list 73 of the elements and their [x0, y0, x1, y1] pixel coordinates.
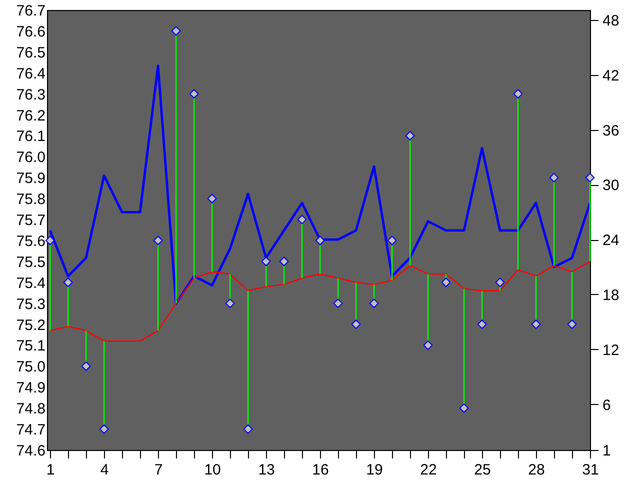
point: [441, 278, 451, 288]
y-tick-label: 75.9: [16, 170, 46, 188]
y-tick-label: 75.5: [16, 254, 46, 271]
point: [549, 172, 559, 182]
line-series: [49, 260, 591, 342]
y2-tick-label: 6: [602, 396, 611, 414]
y-tick-label: 76.7: [16, 2, 46, 20]
point: [243, 424, 253, 434]
y-tick-label: 74.6: [16, 442, 46, 460]
point: [225, 298, 235, 308]
y-tick-label: 76.2: [16, 107, 46, 124]
point: [333, 298, 343, 308]
point: [297, 214, 307, 224]
y-tick-label: 74.7: [16, 422, 46, 439]
y2-tick-label: 30: [602, 177, 620, 194]
y2-tick-label: 36: [602, 122, 620, 140]
point: [279, 256, 289, 266]
point: [261, 256, 271, 266]
y2-tick-label: 48: [602, 12, 620, 30]
y2-tick-label: 42: [602, 67, 620, 84]
point: [171, 26, 181, 36]
x-tick-label: 28: [528, 462, 545, 478]
y2-tick-label: 24: [602, 232, 620, 250]
y-tick-label: 76.5: [16, 44, 46, 62]
point: [513, 89, 523, 98]
point: [387, 236, 397, 246]
point: [315, 236, 325, 246]
point: [405, 131, 415, 140]
point: [423, 340, 433, 350]
point: [189, 89, 199, 98]
y-tick-label: 75.2: [16, 316, 46, 334]
x-tick-label: 7: [154, 462, 163, 478]
x-tick-label: 19: [366, 462, 383, 478]
y-tick-label: 75.1: [16, 338, 46, 355]
x-tick-label: 16: [312, 462, 329, 478]
y-tick-label: 74.9: [16, 380, 46, 397]
point: [207, 194, 217, 204]
y-tick-label: 76.1: [16, 128, 46, 146]
y-tick-label: 76.6: [16, 23, 46, 40]
point: [351, 320, 361, 329]
y-tick-label: 75.8: [16, 191, 46, 208]
y-tick-label: 75.4: [16, 274, 46, 292]
x-tick-label: 1: [46, 462, 55, 478]
y-tick-label: 76.4: [16, 65, 46, 82]
y-tick-label: 75.3: [16, 296, 46, 313]
point: [567, 320, 577, 329]
point: [585, 172, 595, 182]
x-tick-label: 31: [582, 462, 599, 478]
line-series: [48, 64, 592, 305]
x-tick-label: 22: [420, 462, 437, 478]
point: [99, 424, 109, 434]
y-tick-label: 76.0: [16, 149, 46, 166]
x-tick-label: 13: [258, 462, 275, 478]
y2-tick-label: 12: [602, 342, 620, 359]
point: [81, 362, 91, 371]
point: [153, 236, 163, 246]
point: [531, 320, 541, 329]
y-tick-label: 75.7: [16, 212, 46, 230]
point: [477, 320, 487, 329]
y-tick-label: 76.3: [16, 86, 46, 104]
point: [459, 403, 469, 413]
y-tick-label: 75.0: [16, 358, 46, 376]
x-tick-label: 4: [100, 462, 109, 478]
y2-tick-label: 18: [602, 286, 620, 304]
x-tick-label: 10: [204, 462, 221, 478]
point: [63, 278, 73, 288]
y2-tick-label: 1: [602, 442, 611, 460]
y-tick-label: 74.8: [16, 400, 46, 418]
point: [495, 278, 505, 288]
point: [369, 298, 379, 308]
y-tick-label: 75.6: [16, 232, 46, 250]
x-tick-label: 25: [474, 462, 491, 478]
point: [45, 236, 55, 246]
